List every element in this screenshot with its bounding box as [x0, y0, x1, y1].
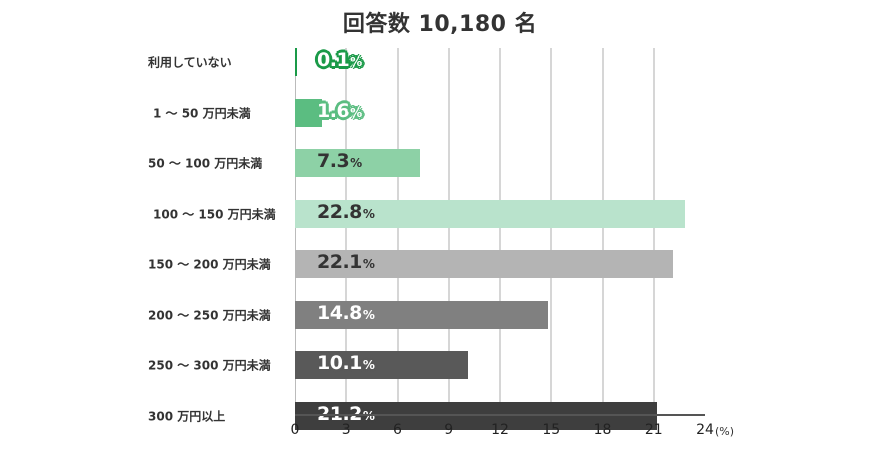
percent-sign: % — [362, 257, 375, 272]
bar-value: 14.8 — [317, 301, 362, 324]
bar-value-label: 22.8% — [317, 200, 375, 223]
x-tick-label: 24 — [696, 422, 714, 438]
gridline — [601, 48, 604, 414]
bar-value-label: 10.1% — [317, 352, 375, 375]
bar — [295, 48, 297, 76]
x-tick-label: 9 — [444, 422, 454, 438]
bar — [295, 149, 420, 177]
gridline — [396, 48, 399, 414]
category-label: 300 万円以上 — [148, 409, 226, 423]
x-axis-line — [295, 414, 705, 416]
bar-value: 1.6 — [317, 99, 350, 122]
bar-value-label: 0.1% — [317, 49, 362, 71]
bar-value: 0.1 — [317, 49, 350, 72]
gridline — [447, 48, 450, 414]
bar — [295, 351, 468, 379]
x-tick-label: 3 — [341, 422, 351, 438]
percent-sign: % — [350, 55, 362, 70]
percent-sign: % — [350, 156, 362, 171]
gridline — [550, 48, 553, 414]
gridline — [345, 48, 348, 414]
x-tick-label: 15 — [542, 422, 561, 438]
bar — [295, 250, 673, 278]
x-tick-label: 21 — [644, 422, 663, 438]
category-label: 利用していない — [148, 55, 232, 70]
percent-sign: % — [362, 358, 375, 373]
bar-value: 10.1 — [317, 352, 362, 375]
chart-title: 回答数 10,180 名 — [342, 12, 538, 37]
bar-value: 22.8 — [317, 200, 362, 223]
plot-area: 0.1%1.6%7.3%22.8%22.1%14.8%10.1%21.2% — [295, 48, 705, 430]
category-label: 250 ～ 300 万円未満 — [148, 358, 271, 373]
bar-value-label: 22.1% — [317, 251, 375, 274]
bar — [295, 300, 548, 329]
gridline — [499, 48, 501, 414]
category-label: 1 ～ 50 万円未満 — [153, 106, 251, 120]
bar-value-label: 14.8% — [317, 301, 375, 324]
bar-value-label: 7.3% — [317, 150, 362, 172]
category-label: 200 ～ 250 万円未満 — [148, 308, 271, 322]
bar-value: 7.3 — [317, 150, 350, 173]
bar-value: 21.2 — [317, 402, 362, 425]
x-tick-label: 0 — [290, 422, 300, 438]
category-label: 50 ～ 100 万円未満 — [148, 156, 263, 171]
bar — [295, 98, 323, 127]
category-label: 150 ～ 200 万円未満 — [148, 257, 271, 272]
percent-sign: % — [350, 105, 362, 120]
x-tick-label: 12 — [491, 422, 509, 438]
x-axis-unit: (%) — [715, 425, 735, 438]
percent-sign: % — [362, 307, 375, 322]
category-label: 100 ～ 150 万円未満 — [153, 207, 276, 221]
x-tick-label: 18 — [593, 422, 612, 438]
bar — [295, 199, 685, 228]
x-tick-label: 6 — [393, 422, 402, 438]
y-axis-line — [295, 48, 296, 414]
gridline — [652, 48, 655, 414]
percent-sign: % — [362, 206, 375, 221]
bar-value: 22.1 — [317, 251, 362, 274]
bar-value-label: 1.6% — [317, 100, 362, 122]
